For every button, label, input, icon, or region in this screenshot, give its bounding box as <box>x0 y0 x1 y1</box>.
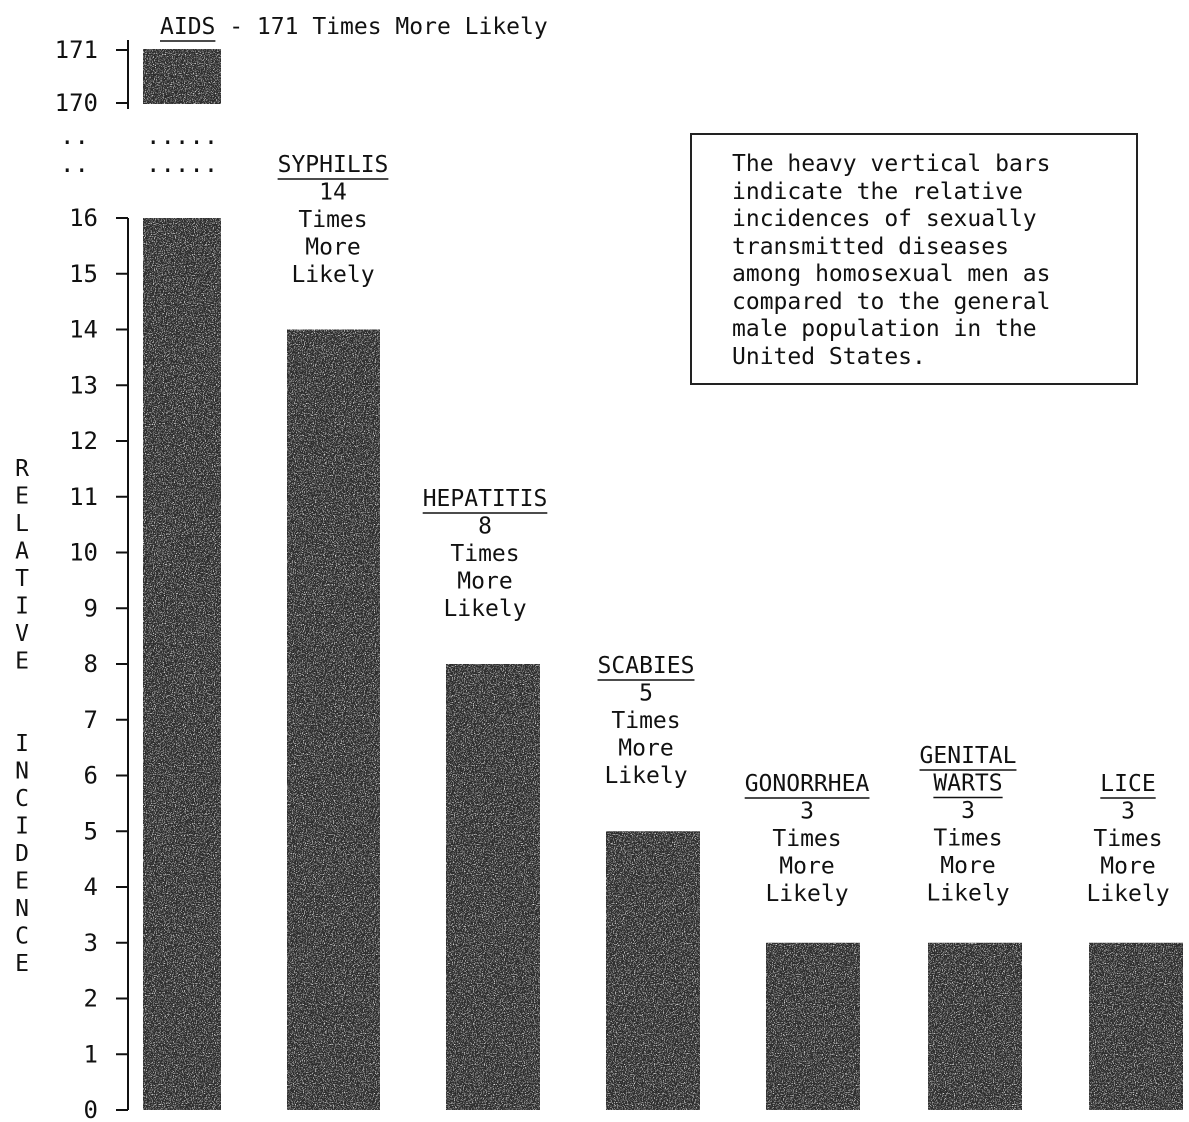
y-tick-label: 1 <box>84 1040 98 1068</box>
y-axis-label-letter: L <box>15 511 29 537</box>
y-tick-label: 14 <box>69 316 98 344</box>
bar-aids-upper <box>143 49 221 104</box>
y-tick-label: 5 <box>84 817 98 845</box>
y-axis-label-letter: V <box>15 621 29 647</box>
bar-label-line: Likely <box>765 881 848 907</box>
bar-aids <box>143 218 221 1110</box>
bar-label-line: Times <box>611 708 680 734</box>
bar-label-line: More <box>618 736 673 762</box>
bar-label-line: More <box>779 854 834 880</box>
bar-label-name: WARTS <box>933 771 1002 797</box>
axis-break-dots: ..... <box>146 122 218 150</box>
y-tick-label: 6 <box>84 762 98 790</box>
bar-label-line: Likely <box>443 596 526 622</box>
y-tick-label: 11 <box>69 483 98 511</box>
note-text: The heavy vertical bars indicate the rel… <box>732 151 1051 370</box>
y-axis-label-letter: I <box>15 594 29 620</box>
bar-label-line: 5 <box>639 681 653 707</box>
bars <box>143 49 1183 1110</box>
note-box: The heavy vertical bars indicate the rel… <box>690 133 1138 385</box>
bar-label-name: GONORRHEA <box>745 771 870 797</box>
y-axis-label-letter: D <box>15 841 29 867</box>
y-axis-label-letter: R <box>15 456 29 482</box>
y-tick-label: 3 <box>84 929 98 957</box>
axis-break-dots: ..... <box>146 150 218 178</box>
bar-label-name: GENITAL <box>920 743 1017 769</box>
y-axis-label-letter: I <box>15 814 29 840</box>
bar-label-line: Times <box>298 207 367 233</box>
y-axis-label-letter: N <box>15 896 29 922</box>
bar-label-line: Times <box>1093 826 1162 852</box>
bar-scabies <box>606 831 700 1110</box>
bar-label-line: More <box>305 235 360 261</box>
y-tick-label: 8 <box>84 650 98 678</box>
bar-syphilis <box>287 329 380 1110</box>
bar-label-name: HEPATITIS <box>423 486 548 512</box>
axis-break-dots: .. <box>60 150 89 178</box>
bar-label-line: Likely <box>1086 881 1169 907</box>
bar-label-line: 14 <box>319 180 347 206</box>
y-tick-label: 9 <box>84 594 98 622</box>
y-axis-label-letter: E <box>15 869 29 895</box>
y-tick-label: 10 <box>69 539 98 567</box>
bar-label-name: LICE <box>1100 771 1155 797</box>
bar-label-line: 3 <box>800 799 814 825</box>
bar-hepatitis <box>446 664 540 1110</box>
y-axis-label-letter: A <box>15 539 29 565</box>
bar-label-line: Likely <box>604 763 687 789</box>
bar-label-name: SCABIES <box>598 653 695 679</box>
y-tick-label: 15 <box>69 260 98 288</box>
bar-label-line: Likely <box>926 881 1009 907</box>
bar-label-line: More <box>1100 854 1155 880</box>
bar-label-aids: AIDS - 171 Times More Likely <box>160 14 548 40</box>
bar-label-line: 3 <box>1121 799 1135 825</box>
bar-gonorrhea <box>766 942 860 1110</box>
y-tick-label: 12 <box>69 427 98 455</box>
bar-label-line: Times <box>772 826 841 852</box>
y-tick-label: 0 <box>84 1096 98 1122</box>
axis-break-dots: .. <box>60 122 89 150</box>
y-axis-label-letter: E <box>15 951 29 977</box>
y-tick-label: 4 <box>84 873 98 901</box>
bar-labels: AIDS - 171 Times More LikelySYPHILIS14Ti… <box>160 14 1170 907</box>
bar-label-line: Times <box>933 826 1002 852</box>
y-axis-label-letter: I <box>15 731 29 757</box>
y-tick-label: 16 <box>69 204 98 232</box>
y-axis-label-letter: C <box>15 786 29 812</box>
y-axis-label-letter: E <box>15 484 29 510</box>
y-axis-label-letter: C <box>15 924 29 950</box>
y-tick-label: 7 <box>84 706 98 734</box>
y-tick-label: 13 <box>69 371 98 399</box>
bar-label-line: More <box>457 569 512 595</box>
y-axis-label-letter: E <box>15 649 29 675</box>
bar-label-line: 8 <box>478 514 492 540</box>
bar-label-line: Times <box>450 541 519 567</box>
bar-label-line: More <box>940 853 995 879</box>
bar-genital-warts <box>928 942 1022 1110</box>
bar-label-line: 3 <box>961 798 975 824</box>
y-tick-label: 171 <box>55 36 98 64</box>
y-axis-label-letter: N <box>15 759 29 785</box>
bar-label-line: Likely <box>291 262 374 288</box>
y-tick-label: 170 <box>55 89 98 117</box>
y-axis: 012345678910111213141516170171..........… <box>55 36 219 1122</box>
bar-label-name: SYPHILIS <box>278 152 389 178</box>
y-tick-label: 2 <box>84 985 98 1013</box>
y-axis-label-letter: T <box>15 566 29 592</box>
bar-lice <box>1089 942 1183 1110</box>
